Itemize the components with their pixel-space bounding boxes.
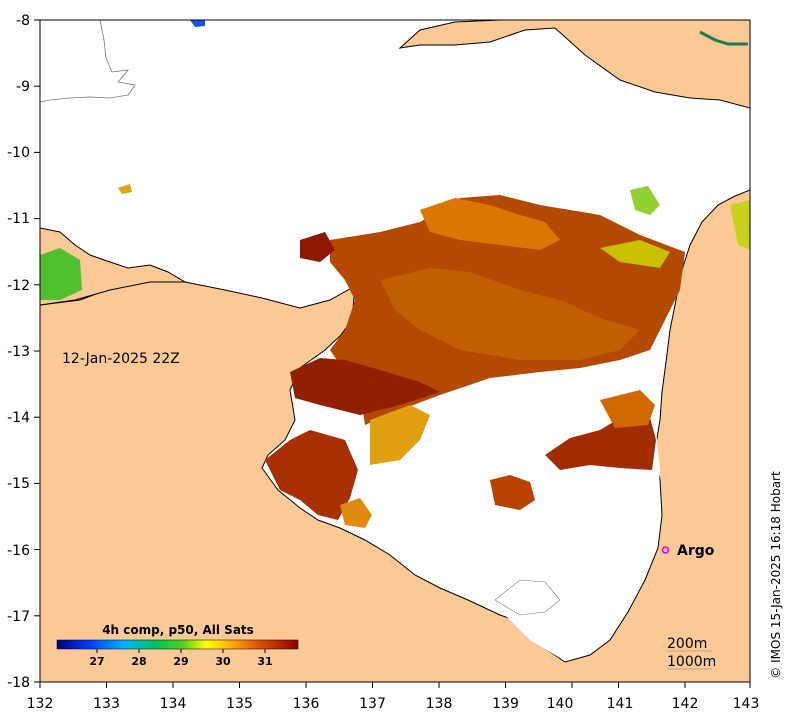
date-label: 12-Jan-2025 22Z bbox=[62, 351, 180, 367]
river-line bbox=[699, 30, 748, 46]
colorbar: 4h comp, p50, All Sats 27 28 29 30 31 bbox=[56, 623, 299, 668]
y-tick-label: -18 bbox=[7, 675, 30, 691]
x-tick-label: 141 bbox=[607, 696, 634, 712]
colorbar-tick-label: 29 bbox=[173, 655, 188, 668]
y-tick-label: -8 bbox=[16, 13, 30, 29]
x-tick-label: 138 bbox=[426, 696, 453, 712]
y-axis: -8 -9 -10 -11 -12 -13 -14 -15 -16 -17 -1… bbox=[7, 13, 40, 691]
argo-label: Argo bbox=[677, 543, 715, 559]
y-tick-label: -17 bbox=[7, 609, 30, 625]
sst-layer bbox=[40, 20, 750, 528]
y-tick-label: -12 bbox=[7, 278, 30, 294]
colorbar-gradient bbox=[56, 639, 299, 650]
x-tick-label: 135 bbox=[226, 696, 253, 712]
colorbar-title: 4h comp, p50, All Sats bbox=[102, 623, 254, 637]
colorbar-tick-label: 27 bbox=[89, 655, 104, 668]
y-tick-label: -16 bbox=[7, 543, 30, 559]
depth-legend: 200m 1000m bbox=[667, 636, 716, 670]
coastline-outline-nw bbox=[40, 20, 136, 103]
y-tick-label: -14 bbox=[7, 410, 30, 426]
y-tick-label: -10 bbox=[7, 145, 30, 161]
x-tick-label: 140 bbox=[547, 696, 574, 712]
colorbar-tick-label: 30 bbox=[215, 655, 231, 668]
x-tick-label: 139 bbox=[492, 696, 519, 712]
depth-legend-1000m: 1000m bbox=[667, 654, 716, 670]
x-tick-label: 133 bbox=[93, 696, 120, 712]
x-tick-label: 143 bbox=[733, 696, 760, 712]
argo-marker-icon bbox=[661, 546, 670, 554]
x-tick-label: 136 bbox=[293, 696, 320, 712]
colorbar-tick-label: 31 bbox=[257, 655, 272, 668]
x-axis: 132 133 134 135 136 137 138 139 140 141 … bbox=[27, 682, 760, 712]
y-tick-label: -9 bbox=[16, 79, 30, 95]
depth-contour-200m bbox=[494, 579, 561, 616]
x-tick-label: 132 bbox=[27, 696, 54, 712]
y-tick-label: -15 bbox=[7, 476, 30, 492]
copyright-text: © IMOS 15-Jan-2025 16:18 Hobart bbox=[769, 471, 783, 679]
x-tick-label: 142 bbox=[672, 696, 699, 712]
x-tick-label: 137 bbox=[359, 696, 386, 712]
colorbar-tick-label: 28 bbox=[131, 655, 146, 668]
y-tick-label: -11 bbox=[7, 211, 30, 227]
x-tick-label: 134 bbox=[160, 696, 187, 712]
y-tick-label: -13 bbox=[7, 344, 30, 360]
depth-legend-200m: 200m bbox=[667, 636, 707, 652]
